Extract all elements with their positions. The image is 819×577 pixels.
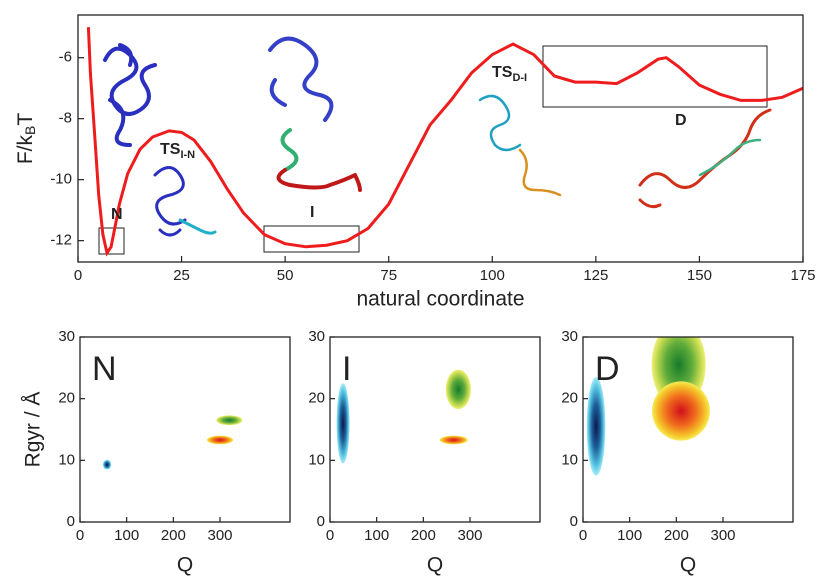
protein-n — [103, 43, 157, 147]
y-axis-label: F/kBT — [14, 113, 38, 165]
state-label: N — [111, 206, 123, 223]
x-tick-label: 0 — [579, 527, 587, 544]
y-tick-label: 0 — [67, 513, 75, 530]
density-blob — [102, 459, 112, 470]
y-tick-label: 20 — [58, 390, 75, 407]
y-tick-label: -10 — [50, 171, 72, 188]
x-tick-label: 100 — [617, 527, 642, 544]
x-tick-label: 200 — [664, 527, 689, 544]
state-label: D — [675, 112, 687, 129]
density-blob — [336, 383, 350, 464]
y-axis-label-part: F/k — [14, 135, 37, 165]
protein-i-mid — [280, 128, 299, 172]
protein-d-mid — [698, 138, 762, 177]
x-tick-label: 0 — [74, 267, 82, 284]
y-tick-label: 10 — [58, 451, 75, 468]
panel-label: I — [342, 350, 351, 388]
x-axis-label: natural coordinate — [356, 288, 524, 311]
density-map — [102, 415, 243, 470]
plot-frame — [77, 14, 804, 263]
density-blob — [216, 415, 243, 426]
plot-frame — [582, 336, 794, 523]
plot-frame — [329, 336, 541, 523]
panel-label: D — [595, 350, 620, 388]
x-tick-label: 100 — [480, 267, 505, 284]
x-tick-label: 300 — [457, 527, 482, 544]
x-tick-label: 25 — [173, 267, 190, 284]
y-tick-label: -12 — [50, 232, 72, 249]
state-label-text: I — [310, 204, 314, 221]
y-tick-label: 0 — [570, 513, 578, 530]
state-label-sub: I-N — [180, 149, 195, 161]
x-tick-label: 0 — [326, 527, 334, 544]
x-tick-label: 50 — [277, 267, 294, 284]
y-tick-label: 10 — [308, 451, 325, 468]
y-tick-label: 0 — [317, 513, 325, 530]
density-blob — [445, 369, 471, 410]
y-tick-label: -6 — [59, 49, 72, 66]
y-tick-label: 30 — [308, 328, 325, 345]
protein-tsd — [478, 94, 522, 152]
x-tick-label: 300 — [710, 527, 735, 544]
y-axis-label-part: T — [14, 113, 37, 126]
density-map — [586, 337, 710, 476]
x-tick-label: 0 — [76, 527, 84, 544]
x-tick-label: 300 — [207, 527, 232, 544]
density-blob — [652, 381, 710, 441]
x-axis-label: Q — [680, 554, 696, 577]
density-map — [336, 369, 471, 464]
state-label: I — [310, 204, 314, 221]
x-tick-label: 75 — [380, 267, 397, 284]
state-label-sub: D-I — [512, 72, 527, 84]
panel-label: N — [92, 350, 117, 388]
density-blob — [586, 377, 606, 476]
state-label: TSD-I — [492, 64, 527, 84]
protein-i-tail — [276, 168, 362, 192]
state-box — [542, 45, 768, 108]
y-tick-label: 30 — [561, 328, 578, 345]
y-tick-label: 30 — [58, 328, 75, 345]
x-tick-label: 175 — [790, 267, 815, 284]
protein-ts1 — [153, 166, 187, 237]
y-axis-label-sub: B — [22, 126, 38, 135]
protein-ts1-tail — [178, 218, 217, 235]
state-label-text: D — [675, 112, 687, 129]
state-label-text: TS — [160, 141, 181, 158]
x-axis-label: Q — [177, 554, 193, 577]
x-tick-label: 150 — [687, 267, 712, 284]
state-label-text: TS — [492, 64, 513, 81]
x-tick-label: 200 — [161, 527, 186, 544]
state-label-text: N — [111, 206, 123, 223]
state-box — [263, 225, 360, 253]
density-blob — [439, 435, 468, 445]
y-axis-label: Rgyr / Å — [22, 392, 45, 468]
y-tick-label: 20 — [308, 390, 325, 407]
y-tick-label: 10 — [561, 451, 578, 468]
density-blob — [206, 435, 234, 445]
protein-tsd-tail — [518, 148, 562, 197]
y-tick-label: -8 — [59, 110, 72, 127]
plot-frame — [79, 336, 291, 523]
x-tick-label: 125 — [583, 267, 608, 284]
protein-i — [268, 36, 334, 122]
x-tick-label: 100 — [364, 527, 389, 544]
x-tick-label: 100 — [114, 527, 139, 544]
x-tick-label: 200 — [411, 527, 436, 544]
protein-structures — [103, 36, 772, 237]
state-label: TSI-N — [160, 141, 195, 161]
x-axis-label: Q — [427, 554, 443, 577]
y-tick-label: 20 — [561, 390, 578, 407]
protein-d — [638, 108, 772, 209]
state-box — [98, 227, 125, 255]
free-energy-line — [86, 27, 803, 257]
